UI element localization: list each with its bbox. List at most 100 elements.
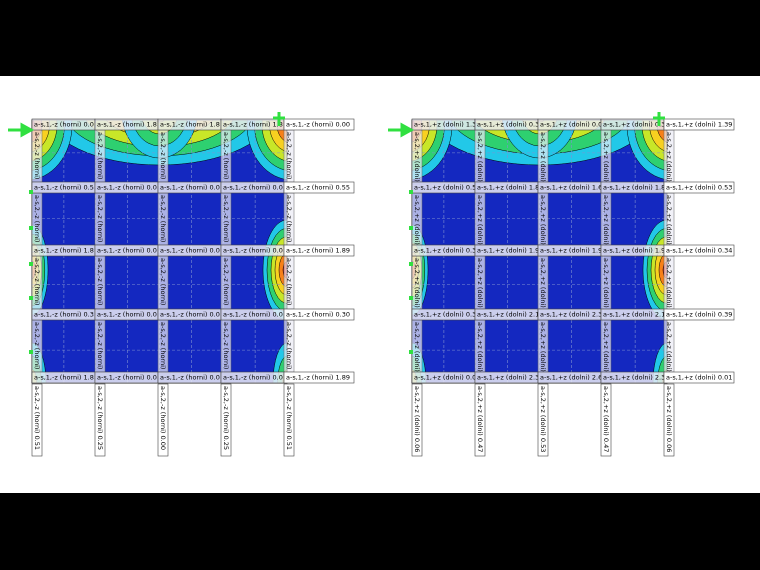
support-tick xyxy=(29,226,33,230)
row-label: a-s,1,+z (dolni) 1.3 xyxy=(414,121,476,129)
row-label: a-s,1,+z (dolni) 1.39 xyxy=(666,121,732,129)
strip-label: a-s,2,-z (horni) xyxy=(33,132,41,179)
strip-label-box xyxy=(474,383,486,457)
strip-label: a-s,2,+z (dolni) xyxy=(413,322,421,372)
row-label: a-s,1,-z (horni) 0.0 xyxy=(34,121,94,129)
strip-label: a-s,2,-z (horni) xyxy=(33,258,41,305)
row-label: a-s,1,+z (dolni) 2.3 xyxy=(603,374,665,382)
row-label: a-s,1,-z (horni) 0.0 xyxy=(97,374,157,382)
row-label: a-s,1,-z (horni) 0.0 xyxy=(223,247,283,255)
support-marker xyxy=(653,112,665,126)
row-label: a-s,1,+z (dolni) 2.3 xyxy=(540,311,602,319)
contour-band xyxy=(153,120,166,123)
row-label: a-s,1,-z (horni) 1.89 xyxy=(286,247,350,255)
strip-label: a-s,2,+z (dolni) xyxy=(539,195,547,245)
column-label: a-s,2,+z (dolni) 0.06 xyxy=(413,386,421,452)
row-label: a-s,1,-z (horni) 1.89 xyxy=(286,374,350,382)
support-tick xyxy=(409,350,413,354)
strip-label-box xyxy=(94,383,106,457)
row-label: a-s,1,-z (horni) 0.0 xyxy=(160,311,220,319)
row-label: a-s,1,+z (dolni) 2.1 xyxy=(603,311,665,319)
row-label-box xyxy=(663,308,735,321)
strip-label: a-s,2,-z (horni) xyxy=(33,322,41,369)
row-label: a-s,1,+z (dolni) 0.3 xyxy=(414,311,476,319)
strip-label: a-s,2,+z (dolni) xyxy=(476,195,484,245)
strip-label: a-s,2,+z (dolni) xyxy=(476,132,484,182)
support-tick xyxy=(29,190,33,194)
support-tick xyxy=(29,262,33,266)
row-label-box xyxy=(283,181,355,194)
contour-band xyxy=(533,120,546,123)
bottom-bar xyxy=(0,493,760,570)
strip-label: a-s,2,+z (dolni) xyxy=(602,258,610,308)
row-label-box xyxy=(283,308,355,321)
row-label: a-s,1,-z (horni) 1.8 xyxy=(160,121,220,129)
row-label: a-s,1,+z (dolni) 0.39 xyxy=(666,311,732,319)
column-label: a-s,2,-z (horni) 0.25 xyxy=(222,386,230,450)
row-label: a-s,1,-z (horni) 0.3 xyxy=(34,311,94,319)
strip-label: a-s,2,-z (horni) xyxy=(285,132,293,179)
column-label: a-s,2,+z (dolni) 0.47 xyxy=(476,386,484,452)
row-label: a-s,1,+z (dolni) 1.8 xyxy=(477,184,539,192)
strip-label: a-s,2,-z (horni) xyxy=(285,322,293,369)
strip-label-box xyxy=(157,383,169,457)
strip-label: a-s,2,+z (dolni) xyxy=(476,322,484,372)
row-label-box xyxy=(283,244,355,257)
support-tick xyxy=(409,190,413,194)
strip-label-box xyxy=(600,383,612,457)
strip-label: a-s,2,-z (horni) xyxy=(159,132,167,179)
row-label-box xyxy=(663,118,735,131)
row-label: a-s,1,-z (horni) 0.0 xyxy=(160,184,220,192)
row-label: a-s,1,+z (dolni) 0.0 xyxy=(414,374,476,382)
strip-label-box xyxy=(220,383,232,457)
strip-label: a-s,2,-z (horni) xyxy=(96,322,104,369)
row-label: a-s,1,+z (dolni) 1.9 xyxy=(603,247,665,255)
strip-label: a-s,2,-z (horni) xyxy=(33,195,41,242)
row-label: a-s,1,-z (horni) 0.0 xyxy=(223,311,283,319)
top-bar xyxy=(0,0,760,76)
row-label-box xyxy=(663,371,735,384)
strip-label: a-s,2,+z (dolni) xyxy=(602,195,610,245)
strip-label: a-s,2,+z (dolni) xyxy=(665,132,673,182)
row-label: a-s,1,-z (horni) 0.30 xyxy=(286,311,350,319)
row-label: a-s,1,+z (dolni) 2.3 xyxy=(477,374,539,382)
strip-label: a-s,2,+z (dolni) xyxy=(539,132,547,182)
support-marker xyxy=(273,112,285,126)
support-tick xyxy=(409,296,413,300)
row-label: a-s,1,-z (horni) 0.0 xyxy=(223,374,283,382)
row-label: a-s,1,-z (horni) 0.0 xyxy=(160,247,220,255)
row-label-box xyxy=(663,244,735,257)
strip-label: a-s,2,+z (dolni) xyxy=(539,322,547,372)
row-label: a-s,1,+z (dolni) 0.01 xyxy=(666,374,732,382)
panel: a-s,2,-z (horni) a-s,2,-z (horni) a-s,2,-z… xyxy=(8,101,355,457)
row-label-box xyxy=(663,181,735,194)
column-label: a-s,2,+z (dolni) 0.06 xyxy=(665,386,673,452)
strip-label: a-s,2,+z (dolni) xyxy=(602,132,610,182)
row-label: a-s,1,-z (horni) 0.0 xyxy=(97,184,157,192)
strip-label: a-s,2,-z (horni) xyxy=(159,258,167,305)
row-label: a-s,1,+z (dolni) 2.1 xyxy=(477,311,539,319)
row-label: a-s,1,-z (horni) 0.0 xyxy=(97,311,157,319)
contour-band xyxy=(140,101,178,119)
support-tick xyxy=(29,350,33,354)
row-label: a-s,1,-z (horni) 0.0 xyxy=(97,247,157,255)
strip-label: a-s,2,-z (horni) xyxy=(222,132,230,179)
strip-label-box xyxy=(283,383,295,457)
support-tick xyxy=(29,296,33,300)
row-label: a-s,1,-z (horni) 1.8 xyxy=(223,121,283,129)
column-label: a-s,2,-z (horni) 0.51 xyxy=(33,386,41,450)
strip-label-box xyxy=(663,383,675,457)
row-label: a-s,1,+z (dolni) 0.0 xyxy=(540,121,602,129)
strip-label: a-s,2,+z (dolni) xyxy=(602,322,610,372)
row-label: a-s,1,+z (dolni) 0.3 xyxy=(603,121,665,129)
row-label: a-s,1,-z (horni) 1.8 xyxy=(34,247,94,255)
row-label: a-s,1,-z (horni) 0.0 xyxy=(160,374,220,382)
strip-label: a-s,2,-z (horni) xyxy=(285,195,293,242)
column-label: a-s,2,-z (horni) 0.00 xyxy=(159,386,167,450)
strip-label: a-s,2,+z (dolni) xyxy=(665,195,673,245)
row-label: a-s,1,+z (dolni) 0.53 xyxy=(666,184,732,192)
strip-label: a-s,2,+z (dolni) xyxy=(476,258,484,308)
row-label: a-s,1,-z (horni) 0.5 xyxy=(34,184,94,192)
row-label: a-s,1,+z (dolni) 1.9 xyxy=(477,247,539,255)
